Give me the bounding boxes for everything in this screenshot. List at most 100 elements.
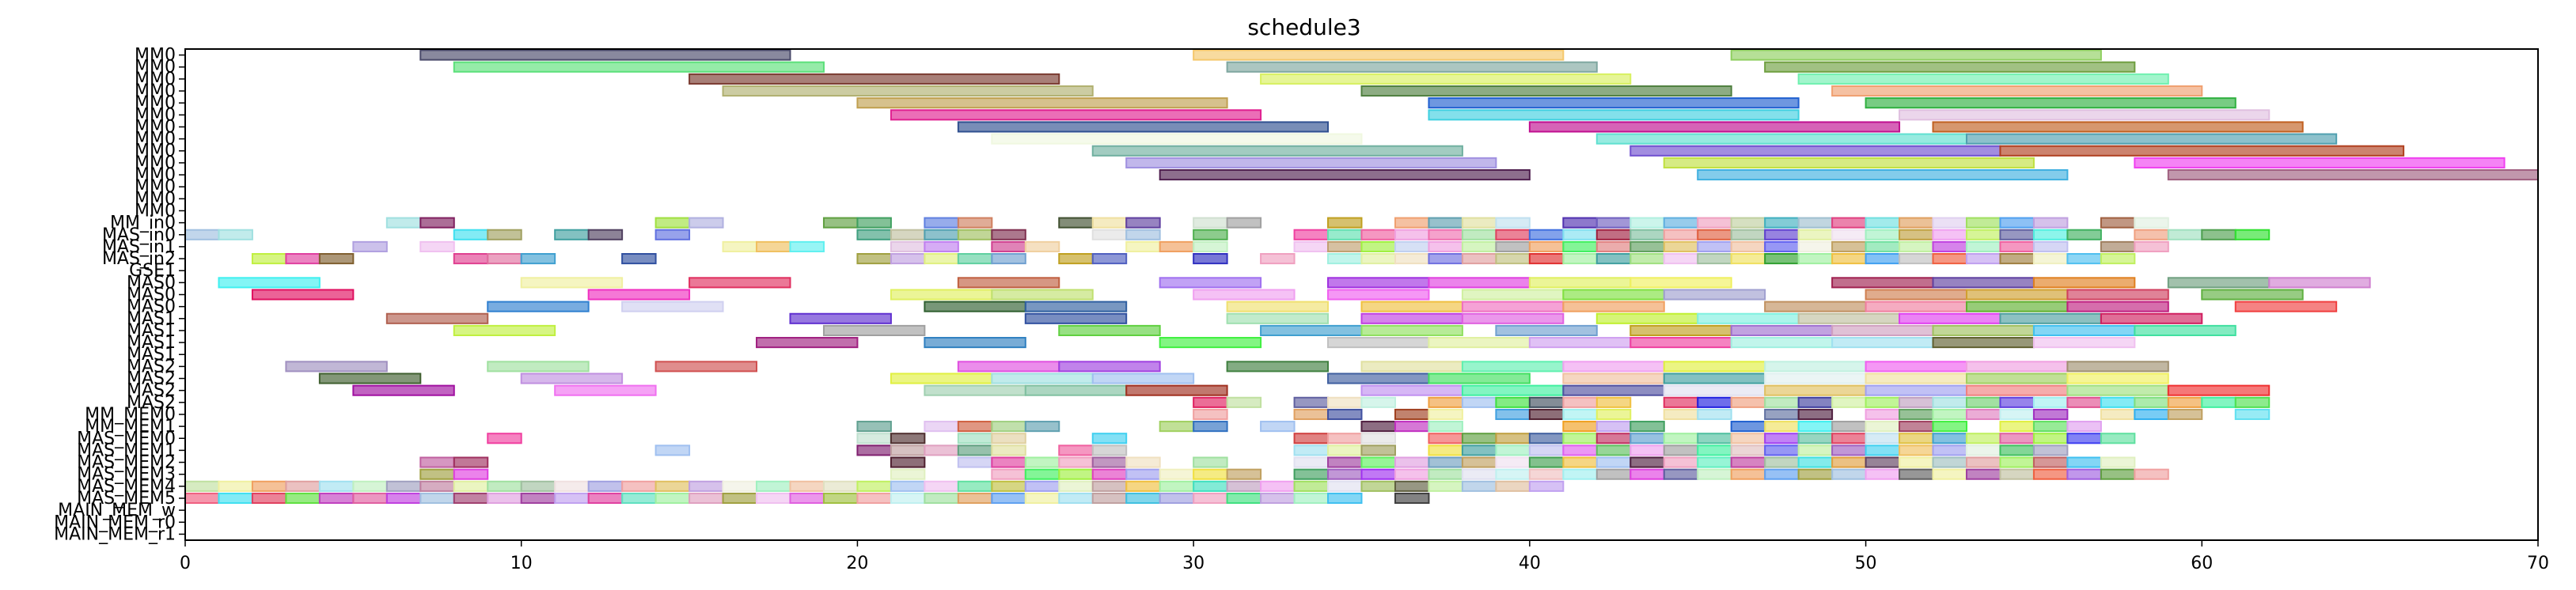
task-bar bbox=[1764, 384, 1867, 396]
task-bar bbox=[890, 229, 926, 240]
task-bar bbox=[487, 433, 522, 444]
task-bar bbox=[1091, 373, 1195, 384]
task-bar bbox=[1528, 277, 1632, 289]
task-bar bbox=[2201, 396, 2236, 408]
task-bar bbox=[1495, 468, 1531, 480]
task-bar bbox=[1495, 217, 1531, 229]
y-tick-label: MM0 bbox=[135, 189, 176, 209]
task-bar bbox=[1260, 73, 1632, 85]
task-bar bbox=[1091, 468, 1128, 480]
task-bar bbox=[621, 492, 657, 505]
task-bar bbox=[822, 492, 859, 505]
task-bar bbox=[1595, 468, 1632, 480]
task-bar bbox=[856, 217, 892, 229]
x-tick-label: 10 bbox=[510, 554, 533, 573]
task-bar bbox=[1428, 456, 1463, 468]
y-tick-label: MM0 bbox=[135, 130, 176, 149]
task-bar bbox=[1159, 492, 1195, 505]
task-bar bbox=[654, 217, 691, 229]
task-bar bbox=[1394, 492, 1430, 505]
task-bar bbox=[2100, 312, 2203, 324]
task-bar bbox=[1159, 168, 1531, 181]
task-bar bbox=[1394, 480, 1430, 492]
x-tick-label: 50 bbox=[1855, 554, 1877, 573]
task-bar bbox=[2032, 408, 2069, 421]
task-bar bbox=[1461, 384, 1565, 396]
task-bar bbox=[1831, 421, 1867, 433]
task-bar bbox=[1999, 217, 2035, 229]
task-bar bbox=[1663, 157, 2035, 168]
task-bar bbox=[1797, 253, 1834, 265]
task-bar bbox=[1764, 396, 1800, 408]
task-bar bbox=[554, 384, 657, 396]
task-bar bbox=[2066, 253, 2102, 265]
task-bar bbox=[1764, 253, 1800, 265]
task-bar bbox=[453, 253, 489, 265]
task-bar bbox=[1293, 408, 1330, 421]
task-bar bbox=[1327, 480, 1363, 492]
task-bar bbox=[1461, 361, 1565, 373]
task-bar bbox=[1899, 253, 1934, 265]
task-bar bbox=[520, 253, 556, 265]
task-bar bbox=[722, 240, 758, 252]
task-bar bbox=[1327, 396, 1363, 408]
task-bar bbox=[1327, 277, 1430, 289]
task-bar bbox=[1125, 384, 1228, 396]
task-bar bbox=[1495, 456, 1531, 468]
task-bar bbox=[1226, 396, 1262, 408]
task-bar bbox=[2234, 301, 2338, 312]
task-bar bbox=[1730, 229, 1766, 240]
task-bar bbox=[1226, 61, 1598, 73]
task-bar bbox=[1428, 444, 1463, 456]
task-bar bbox=[1965, 240, 2001, 252]
task-bar bbox=[1428, 396, 1463, 408]
task-bar bbox=[1159, 337, 1262, 349]
task-bar bbox=[1562, 408, 1598, 421]
task-bar bbox=[1865, 456, 1901, 468]
task-bar bbox=[1193, 421, 1228, 433]
task-bar bbox=[1461, 433, 1497, 444]
task-bar bbox=[2100, 433, 2136, 444]
task-bar bbox=[251, 492, 287, 505]
task-bar bbox=[1865, 444, 1901, 456]
task-bar bbox=[1595, 396, 1632, 408]
y-tick-label: MAS_in0 bbox=[102, 225, 176, 245]
task-bar bbox=[1058, 444, 1094, 456]
task-bar bbox=[1595, 408, 1632, 421]
task-bar bbox=[1024, 301, 1128, 312]
task-bar bbox=[756, 492, 791, 505]
task-bar bbox=[554, 492, 590, 505]
task-bar bbox=[1461, 396, 1497, 408]
task-bar bbox=[1461, 480, 1497, 492]
task-bar bbox=[587, 492, 624, 505]
task-bar bbox=[1899, 408, 1934, 421]
task-bar bbox=[654, 492, 691, 505]
task-bar bbox=[318, 253, 355, 265]
y-tick-label: MAS1 bbox=[127, 321, 176, 341]
task-bar bbox=[1663, 229, 1699, 240]
task-bar bbox=[2167, 396, 2203, 408]
task-bar bbox=[318, 480, 355, 492]
task-bar bbox=[1831, 433, 1867, 444]
task-bar bbox=[1965, 433, 2001, 444]
task-bar bbox=[1125, 456, 1161, 468]
task-bar bbox=[822, 324, 926, 336]
task-bar bbox=[1058, 361, 1161, 373]
task-bar bbox=[1965, 468, 2001, 480]
task-bar bbox=[1899, 240, 1934, 252]
task-bar bbox=[1629, 217, 1665, 229]
task-bar bbox=[1932, 240, 1967, 252]
x-tick-label: 60 bbox=[2191, 554, 2213, 573]
task-bar bbox=[554, 229, 590, 240]
task-bar bbox=[1932, 408, 1967, 421]
y-tick-label: MAS0 bbox=[127, 297, 176, 317]
task-bar bbox=[1058, 468, 1094, 480]
task-bar bbox=[1697, 396, 1732, 408]
task-bar bbox=[890, 444, 926, 456]
task-bar bbox=[621, 301, 724, 312]
task-bar bbox=[1528, 433, 1565, 444]
x-tick-label: 40 bbox=[1519, 554, 1541, 573]
task-bar bbox=[2134, 324, 2236, 336]
task-bar bbox=[1629, 421, 1665, 433]
